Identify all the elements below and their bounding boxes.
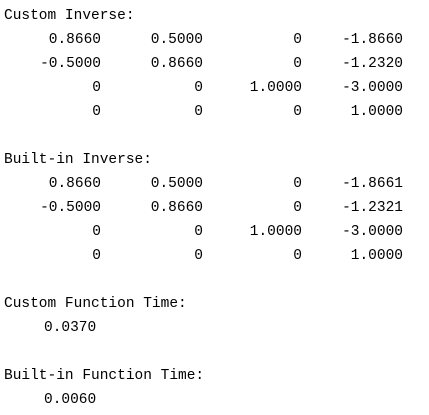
matrix-cell: 0 — [293, 32, 302, 48]
matrix-cell: 0 — [92, 248, 101, 264]
matrix-cell: -1.8660 — [342, 32, 403, 48]
matrix-cell: 1.0000 — [350, 248, 403, 264]
matrix-cell: -0.5000 — [40, 200, 101, 216]
custom-inverse-row-4: 0 0 0 1.0000 — [0, 100, 429, 124]
custom-inverse-row-3: 0 0 1.0000 -3.0000 — [0, 76, 429, 100]
custom-inverse-heading: Custom Inverse: — [4, 8, 135, 24]
builtin-inverse-row-3: 0 0 1.0000 -3.0000 — [0, 220, 429, 244]
matrix-cell: 1.0000 — [350, 104, 403, 120]
matrix-cell: 0 — [194, 104, 203, 120]
matrix-cell: 0 — [92, 104, 101, 120]
builtin-inverse-heading: Built-in Inverse: — [4, 152, 152, 168]
builtin-inverse-row-2: -0.5000 0.8660 0 -1.2321 — [0, 196, 429, 220]
matrix-cell: 0 — [293, 200, 302, 216]
builtin-inverse-row-1: 0.8660 0.5000 0 -1.8661 — [0, 172, 429, 196]
matrix-cell: 0.8660 — [48, 32, 101, 48]
matrix-cell: -1.8661 — [342, 176, 403, 192]
matrix-cell: 0 — [92, 80, 101, 96]
matrix-cell: 0.5000 — [150, 32, 203, 48]
matrix-cell: -3.0000 — [342, 80, 403, 96]
builtin-time-heading: Built-in Function Time: — [4, 368, 205, 384]
builtin-inverse-row-4: 0 0 0 1.0000 — [0, 244, 429, 268]
custom-inverse-row-1: 0.8660 0.5000 0 -1.8660 — [0, 28, 429, 52]
matrix-cell: -3.0000 — [342, 224, 403, 240]
matrix-cell: 0 — [293, 56, 302, 72]
custom-inverse-row-2: -0.5000 0.8660 0 -1.2320 — [0, 52, 429, 76]
matrix-cell: 1.0000 — [249, 80, 302, 96]
matrix-cell: 0 — [293, 176, 302, 192]
builtin-time-value: 0.0060 — [44, 392, 97, 408]
matrix-cell: -1.2320 — [342, 56, 403, 72]
matrix-cell: 1.0000 — [249, 224, 302, 240]
matrix-cell: 0 — [92, 224, 101, 240]
matrix-cell: 0.8660 — [150, 56, 203, 72]
matrix-cell: 0 — [194, 224, 203, 240]
matrix-cell: 0 — [194, 248, 203, 264]
matrix-cell: 0 — [293, 104, 302, 120]
matrix-cell: 0 — [293, 248, 302, 264]
matrix-cell: 0.5000 — [150, 176, 203, 192]
matrix-cell: 0 — [194, 80, 203, 96]
custom-time-heading: Custom Function Time: — [4, 296, 187, 312]
matrix-cell: -1.2321 — [342, 200, 403, 216]
matrix-cell: 0.8660 — [150, 200, 203, 216]
custom-time-value: 0.0370 — [44, 320, 97, 336]
matrix-cell: 0.8660 — [48, 176, 101, 192]
matrix-cell: -0.5000 — [40, 56, 101, 72]
